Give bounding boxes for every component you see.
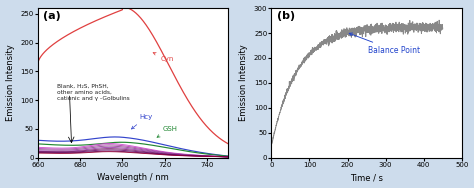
Text: GSH: GSH xyxy=(157,126,178,137)
Text: (b): (b) xyxy=(277,11,295,21)
Text: Balance Point: Balance Point xyxy=(349,33,420,55)
Y-axis label: Emission Intensity: Emission Intensity xyxy=(6,45,15,121)
Text: Blank, H₂S, PhSH,
other amino acids,
cationic and γ -Golbulins: Blank, H₂S, PhSH, other amino acids, cat… xyxy=(57,84,129,102)
X-axis label: Time / s: Time / s xyxy=(350,174,383,182)
Text: (a): (a) xyxy=(44,11,61,21)
X-axis label: Wavelength / nm: Wavelength / nm xyxy=(97,174,169,182)
Text: Hcy: Hcy xyxy=(131,114,153,129)
Y-axis label: Emission Intensity: Emission Intensity xyxy=(239,45,248,121)
Text: Cyn: Cyn xyxy=(153,52,174,62)
